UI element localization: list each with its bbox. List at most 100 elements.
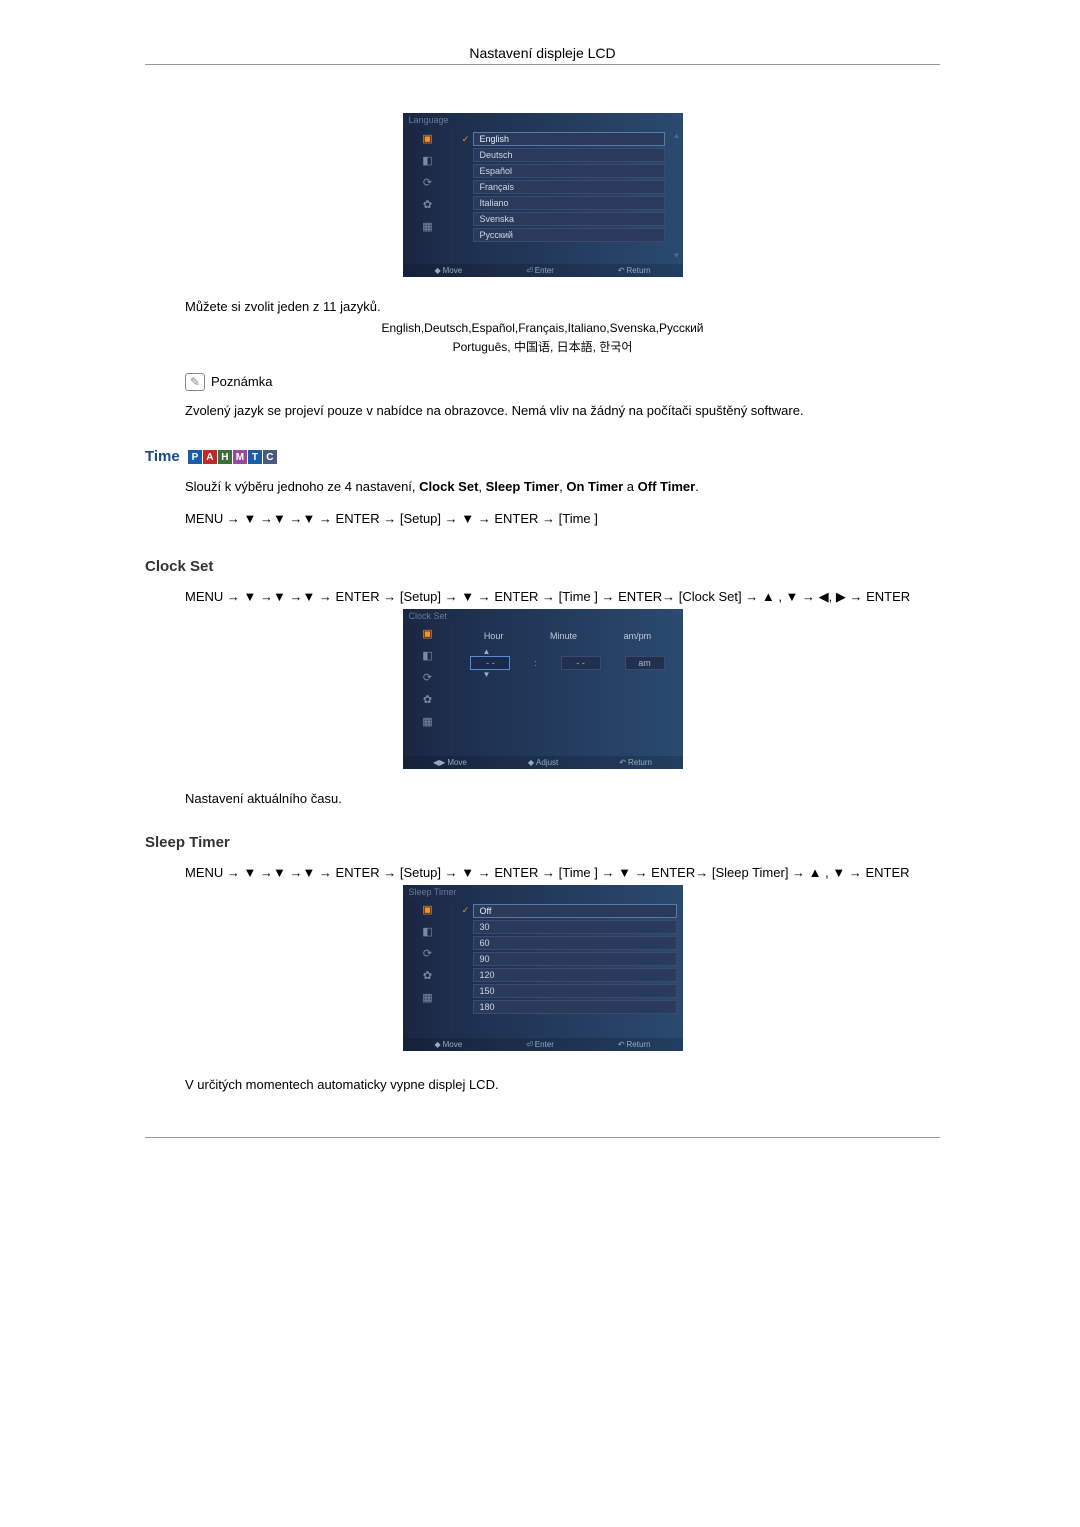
- gear-icon[interactable]: ✿: [419, 693, 437, 707]
- osd-footer: ◆ Move ⏎ Enter ↶ Return: [403, 1038, 683, 1051]
- gear-icon[interactable]: ✿: [419, 197, 437, 211]
- down-arrow: ▼: [467, 670, 507, 679]
- time-nav: MENU → ▼ →▼ →▼ → ENTER → [Setup] → ▼ → E…: [185, 509, 940, 529]
- picture-icon[interactable]: ▣: [419, 627, 437, 641]
- badge-h: H: [218, 450, 232, 464]
- list-item[interactable]: 30: [459, 919, 677, 935]
- refresh-icon[interactable]: ⟳: [419, 175, 437, 189]
- language-osd: Language ▣◧⟳✿▦ ✓EnglishDeutschEspañolFra…: [403, 113, 683, 277]
- list-item[interactable]: Deutsch: [459, 147, 665, 163]
- language-list: ✓EnglishDeutschEspañolFrançaisItalianoSv…: [459, 131, 665, 243]
- osd-content: ✓Off30 6090120150 180: [453, 899, 683, 1038]
- list-item[interactable]: Русский: [459, 227, 665, 243]
- languages-line1: English,Deutsch,Español,Français,Italian…: [263, 320, 823, 337]
- display-icon[interactable]: ◧: [419, 925, 437, 939]
- up-arrow: ▲: [467, 647, 507, 656]
- clock-content: Hour Minute am/pm ▲ - - : - - am ▼: [453, 623, 683, 756]
- footer-return: ↶ Return: [619, 758, 652, 767]
- footer-adjust: ◆Adjust: [528, 758, 558, 767]
- osd-body: ▣ ◧ ⟳ ✿ ▦ Hour Minute am/pm ▲ - - : - - am ▼: [403, 623, 683, 756]
- item-box: Italiano: [473, 196, 665, 210]
- footer-move: ◆ Move: [434, 266, 462, 275]
- badge-p: P: [188, 450, 202, 464]
- ampm-box[interactable]: am: [625, 656, 665, 670]
- page: Nastavení displeje LCD Language ▣◧⟳✿▦ ✓E…: [0, 0, 1080, 1173]
- osd-body: ▣ ◧ ⟳ ✿ ▦ ✓Off30 6090120150 180: [403, 899, 683, 1038]
- sleep-list: ✓Off30 6090120150 180: [459, 903, 677, 1015]
- sleep-after: V určitých momentech automaticky vypne d…: [185, 1077, 940, 1092]
- badge-c: C: [263, 450, 277, 464]
- clock-set-osd: Clock Set ▣ ◧ ⟳ ✿ ▦ Hour Minute am/pm ▲ - - …: [403, 609, 683, 769]
- note-body: Zvolený jazyk se projeví pouze v nabídce…: [185, 401, 940, 421]
- clock-headers: Hour Minute am/pm: [461, 631, 675, 641]
- list-item[interactable]: Français: [459, 179, 665, 195]
- languages-line2: Português, 中国语, 日本語, 한국어: [263, 339, 823, 356]
- list-item[interactable]: ✓Off: [459, 903, 677, 919]
- list-item[interactable]: Svenska: [459, 211, 665, 227]
- display-icon[interactable]: ◧: [419, 153, 437, 167]
- item-box: Français: [473, 180, 665, 194]
- list-item[interactable]: ✓English: [459, 131, 665, 147]
- item-box: Deutsch: [473, 148, 665, 162]
- list-item[interactable]: 90: [459, 951, 677, 967]
- osd-title: Clock Set: [403, 609, 683, 623]
- osd-sidebar: ▣ ◧ ⟳ ✿ ▦: [403, 899, 453, 1038]
- note-label: Poznámka: [211, 374, 272, 389]
- clock-after: Nastavení aktuálního času.: [185, 791, 940, 806]
- item-box: 60: [473, 936, 677, 950]
- osd-title: Sleep Timer: [403, 885, 683, 899]
- item-box: Español: [473, 164, 665, 178]
- list-item[interactable]: Español: [459, 163, 665, 179]
- footer-move: ◆ Move: [434, 1040, 462, 1049]
- badge-t: T: [248, 450, 262, 464]
- picture-icon[interactable]: ▣: [419, 131, 437, 145]
- osd-title: Language: [403, 113, 683, 127]
- refresh-icon[interactable]: ⟳: [419, 671, 437, 685]
- list-item[interactable]: Italiano: [459, 195, 665, 211]
- multi-icon[interactable]: ▦: [419, 991, 437, 1005]
- scroll-up-arrow[interactable]: ▲: [673, 131, 681, 140]
- osd-scrollbar[interactable]: ▲ ▼: [671, 127, 683, 264]
- gear-icon[interactable]: ✿: [419, 969, 437, 983]
- list-item[interactable]: 60: [459, 935, 677, 951]
- item-box: English: [473, 132, 665, 146]
- refresh-icon[interactable]: ⟳: [419, 947, 437, 961]
- multi-icon[interactable]: ▦: [419, 715, 437, 729]
- list-item[interactable]: 120: [459, 967, 677, 983]
- osd-content: ✓EnglishDeutschEspañolFrançaisItalianoSv…: [453, 127, 671, 264]
- list-item[interactable]: 150: [459, 983, 677, 999]
- footer-move: ◀▶Move: [433, 758, 467, 767]
- footer-rule: [145, 1137, 940, 1138]
- item-box: 180: [473, 1000, 677, 1014]
- note-icon: ✎: [185, 373, 205, 391]
- clock-set-nav: MENU → ▼ →▼ →▼ → ENTER → [Setup] → ▼ → E…: [185, 587, 940, 607]
- display-icon[interactable]: ◧: [419, 649, 437, 663]
- intro-text: Můžete si zvolit jeden z 11 jazyků.: [185, 299, 940, 314]
- multi-icon[interactable]: ▦: [419, 219, 437, 233]
- hour-box[interactable]: - -: [470, 656, 510, 670]
- check-icon: ✓: [459, 134, 473, 145]
- picture-icon[interactable]: ▣: [419, 903, 437, 917]
- time-heading: Time PAHMTC: [145, 448, 940, 465]
- time-heading-label: Time: [145, 448, 180, 465]
- list-item[interactable]: 180: [459, 999, 677, 1015]
- osd-sidebar: ▣ ◧ ⟳ ✿ ▦: [403, 127, 453, 264]
- note-row: ✎ Poznámka: [185, 373, 940, 391]
- footer-return: ↶ Return: [618, 266, 651, 275]
- item-box: 30: [473, 920, 677, 934]
- footer-enter: ⏎ Enter: [526, 1040, 554, 1049]
- time-desc: Slouží k výběru jednoho ze 4 nastavení, …: [185, 477, 940, 497]
- footer-return: ↶ Return: [618, 1040, 651, 1049]
- item-box: Off: [473, 904, 677, 918]
- time-badges: PAHMTC: [188, 450, 277, 464]
- osd-body: ▣◧⟳✿▦ ✓EnglishDeutschEspañolFrançaisItal…: [403, 127, 683, 264]
- osd-sidebar: ▣ ◧ ⟳ ✿ ▦: [403, 623, 453, 756]
- page-header-title: Nastavení displeje LCD: [145, 45, 940, 61]
- clock-set-heading: Clock Set: [145, 558, 940, 575]
- minute-box[interactable]: - -: [561, 656, 601, 670]
- sleep-timer-osd: Sleep Timer ▣ ◧ ⟳ ✿ ▦ ✓Off30 6090120150 180 ◆ …: [403, 885, 683, 1051]
- item-box: 150: [473, 984, 677, 998]
- scroll-down-arrow[interactable]: ▼: [673, 251, 681, 260]
- footer-enter: ⏎ Enter: [526, 266, 554, 275]
- osd-footer: ◆ Move ⏎ Enter ↶ Return: [403, 264, 683, 277]
